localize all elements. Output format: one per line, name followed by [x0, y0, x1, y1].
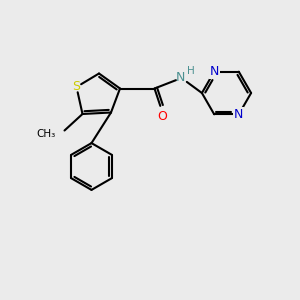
Text: S: S — [73, 80, 80, 94]
Text: N: N — [176, 71, 186, 84]
Text: H: H — [187, 66, 195, 76]
Text: N: N — [209, 65, 219, 78]
Text: N: N — [234, 108, 244, 121]
Text: O: O — [157, 110, 167, 123]
Text: CH₃: CH₃ — [36, 129, 56, 139]
